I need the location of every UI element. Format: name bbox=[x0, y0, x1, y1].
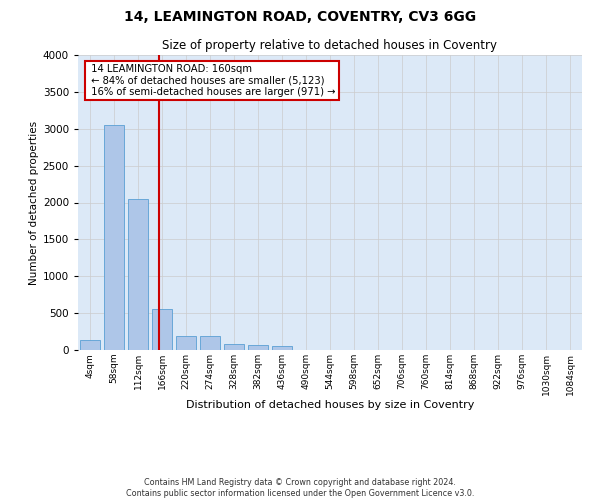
Bar bbox=[128, 199, 148, 350]
Bar bbox=[224, 344, 244, 350]
Bar bbox=[80, 340, 100, 350]
Y-axis label: Number of detached properties: Number of detached properties bbox=[29, 120, 38, 284]
X-axis label: Distribution of detached houses by size in Coventry: Distribution of detached houses by size … bbox=[186, 400, 474, 410]
Text: Contains HM Land Registry data © Crown copyright and database right 2024.
Contai: Contains HM Land Registry data © Crown c… bbox=[126, 478, 474, 498]
Title: Size of property relative to detached houses in Coventry: Size of property relative to detached ho… bbox=[163, 40, 497, 52]
Bar bbox=[248, 345, 268, 350]
Bar bbox=[200, 336, 220, 350]
Bar bbox=[152, 310, 172, 350]
Bar bbox=[104, 125, 124, 350]
Bar bbox=[176, 336, 196, 350]
Text: 14 LEAMINGTON ROAD: 160sqm
 ← 84% of detached houses are smaller (5,123)
 16% of: 14 LEAMINGTON ROAD: 160sqm ← 84% of deta… bbox=[88, 64, 335, 97]
Text: 14, LEAMINGTON ROAD, COVENTRY, CV3 6GG: 14, LEAMINGTON ROAD, COVENTRY, CV3 6GG bbox=[124, 10, 476, 24]
Bar bbox=[272, 346, 292, 350]
